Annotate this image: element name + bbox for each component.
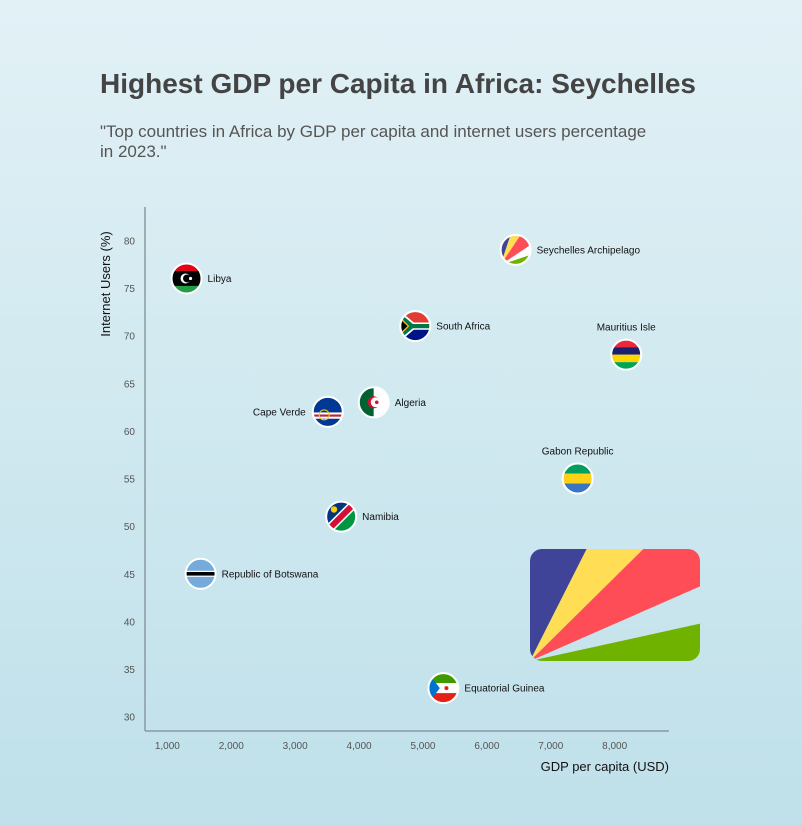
- data-point: Libya: [170, 262, 232, 295]
- x-tick-label: 6,000: [474, 741, 499, 752]
- data-points: Libya Seychelles Archipelago South Africa M…: [170, 233, 656, 705]
- x-tick-label: 1,000: [155, 741, 180, 752]
- data-point: Seychelles Archipelago: [499, 233, 641, 266]
- x-axis-title: GDP per capita (USD): [541, 759, 669, 774]
- point-label: Republic of Botswana: [222, 569, 319, 580]
- south-africa-flag-icon: [400, 311, 431, 342]
- point-label: Seychelles Archipelago: [537, 245, 641, 256]
- chart-subtitle: "Top countries in Africa by GDP per capi…: [100, 122, 647, 161]
- x-tick-label: 3,000: [283, 741, 308, 752]
- y-tick-label: 55: [124, 475, 136, 486]
- point-label: South Africa: [436, 322, 490, 333]
- point-label: Mauritius Isle: [597, 323, 656, 334]
- y-tick-label: 35: [124, 665, 136, 676]
- y-tick-label: 40: [124, 617, 136, 628]
- point-label: Algeria: [395, 398, 427, 409]
- y-tick-label: 60: [124, 427, 136, 438]
- algeria-flag-icon: [358, 387, 389, 418]
- x-tick-label: 8,000: [602, 741, 627, 752]
- data-point: Cape Verde: [253, 395, 344, 428]
- chart-title: Highest GDP per Capita in Africa: Seyche…: [100, 68, 696, 99]
- point-label: Equatorial Guinea: [464, 684, 544, 695]
- data-point: South Africa: [399, 310, 491, 343]
- data-point: Republic of Botswana: [184, 557, 319, 590]
- mauritius-flag-icon: [611, 339, 642, 370]
- point-label: Libya: [208, 274, 232, 285]
- point-label: Namibia: [362, 512, 399, 523]
- data-point: Gabon Republic: [542, 447, 614, 495]
- point-label: Cape Verde: [253, 407, 306, 418]
- x-tick-label: 4,000: [347, 741, 372, 752]
- gabon-flag-icon: [562, 463, 593, 494]
- y-tick-label: 30: [124, 713, 136, 724]
- y-tick-label: 75: [124, 284, 136, 295]
- point-label: Gabon Republic: [542, 447, 614, 458]
- y-axis-title: Internet Users (%): [98, 231, 113, 336]
- x-tick-label: 2,000: [219, 741, 244, 752]
- y-tick-label: 70: [124, 332, 136, 343]
- data-point: Equatorial Guinea: [427, 672, 545, 705]
- y-tick-label: 65: [124, 379, 136, 390]
- data-point: Mauritius Isle: [597, 323, 656, 371]
- data-point: Namibia: [325, 500, 399, 533]
- x-tick-label: 5,000: [410, 741, 435, 752]
- seychelles-flag-icon: [530, 549, 700, 661]
- libya-flag-icon: [171, 263, 202, 294]
- axes: 1,000 2,000 3,000 4,000 5,000 6,000 7,000 8,000…: [124, 207, 669, 752]
- y-tick-label: 80: [124, 236, 136, 247]
- x-tick-label: 7,000: [538, 741, 563, 752]
- y-tick-label: 45: [124, 570, 136, 581]
- data-point: Algeria: [357, 386, 427, 419]
- y-tick-label: 50: [124, 522, 136, 533]
